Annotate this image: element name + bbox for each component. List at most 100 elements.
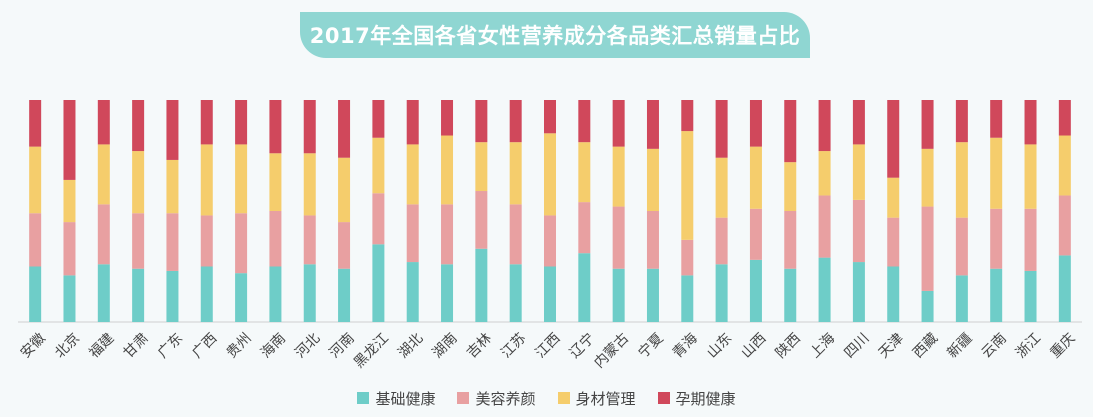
bar-segment-8-1 [303, 215, 316, 265]
bar-segment-12-1 [441, 204, 454, 265]
bar-segment-18-0 [646, 268, 659, 322]
bar-segment-27-0 [955, 275, 968, 322]
bar-segment-10-3 [372, 100, 385, 138]
bar-segment-20-0 [715, 264, 728, 322]
bar-segment-3-1 [132, 213, 145, 269]
bar-segment-27-3 [955, 100, 968, 143]
bar-segment-23-1 [818, 195, 831, 258]
x-tick-label: 天津 [876, 330, 907, 361]
chart-title: 2017年全国各省女性营养成分各品类汇总销量占比 [300, 12, 810, 58]
bar-segment-21-1 [749, 208, 762, 260]
x-tick-label: 福建 [86, 330, 117, 361]
bar-segment-9-0 [338, 268, 351, 322]
x-tick-label: 北京 [52, 330, 83, 361]
bar-segment-29-0 [1024, 270, 1037, 322]
bar-segment-25-2 [887, 177, 900, 218]
x-tick-label: 江西 [532, 330, 563, 361]
bar-segment-19-1 [681, 239, 694, 276]
x-tick-label: 云南 [979, 330, 1010, 361]
bar-segment-0-1 [29, 213, 42, 267]
bar-segment-29-3 [1024, 100, 1037, 145]
legend: 基础健康 美容养颜 身材管理 孕期健康 [0, 386, 1093, 410]
x-tick-label: 宁夏 [635, 330, 667, 362]
bar-segment-11-0 [406, 262, 419, 322]
bar-segment-5-3 [200, 100, 213, 145]
bar-segment-8-3 [303, 100, 316, 154]
bar-segment-30-2 [1058, 135, 1071, 196]
x-tick-label: 广西 [189, 330, 220, 361]
x-tick-label: 西藏 [910, 330, 941, 361]
bar-segment-14-1 [509, 204, 522, 265]
bar-segment-15-0 [544, 266, 556, 322]
bar-segment-5-0 [200, 266, 213, 322]
bar-segment-7-1 [269, 211, 282, 267]
bar-segment-11-1 [406, 204, 419, 263]
bar-segment-30-0 [1058, 255, 1071, 322]
bar-segment-13-2 [475, 142, 488, 192]
bar-segment-4-2 [166, 159, 179, 214]
bar-segment-24-2 [852, 144, 865, 200]
bar-segment-12-3 [441, 100, 454, 136]
bar-segment-23-2 [818, 151, 831, 196]
bar-segment-24-1 [852, 199, 865, 263]
bar-segment-3-0 [132, 268, 145, 322]
bar-segment-13-3 [475, 100, 488, 143]
legend-swatch [457, 392, 470, 404]
bar-segment-6-2 [235, 144, 248, 214]
bar-segment-3-3 [132, 100, 145, 152]
bar-segment-1-1 [63, 222, 76, 276]
bar-segment-21-0 [749, 259, 762, 322]
bar-segment-19-2 [681, 131, 694, 240]
bar-segment-30-3 [1058, 100, 1071, 136]
bar-segment-12-2 [441, 135, 454, 205]
bar-segment-2-0 [97, 264, 110, 322]
bar-segment-20-1 [715, 217, 728, 265]
x-tick-label: 重庆 [1047, 330, 1078, 361]
bar-segment-16-0 [578, 253, 591, 322]
bar-segment-21-2 [749, 146, 762, 209]
bar-segment-17-0 [612, 268, 625, 322]
bar-segment-0-0 [29, 266, 42, 322]
bar-segment-1-2 [63, 179, 76, 223]
x-tick-label: 山西 [738, 330, 769, 361]
bar-segment-30-1 [1058, 195, 1071, 256]
x-tick-label: 安徽 [18, 330, 49, 361]
bar-segment-4-1 [166, 213, 179, 271]
legend-swatch [657, 392, 670, 404]
x-tick-label: 内蒙古 [591, 330, 632, 371]
bar-segment-17-2 [612, 146, 625, 207]
bar-segment-17-3 [612, 100, 625, 147]
legend-label: 身材管理 [575, 389, 636, 408]
x-tick-label: 海南 [258, 330, 289, 361]
bar-segment-27-2 [955, 142, 968, 218]
x-tick-label: 湖北 [395, 330, 426, 361]
legend-label: 基础健康 [375, 389, 436, 408]
bar-segment-15-1 [544, 215, 556, 267]
x-tick-label: 青海 [670, 330, 701, 361]
x-tick-label: 陕西 [773, 330, 804, 361]
bar-segment-6-1 [235, 213, 248, 274]
x-tick-label: 上海 [807, 330, 838, 361]
bar-segment-14-3 [509, 100, 522, 143]
bar-segment-5-1 [200, 215, 213, 267]
x-tick-label: 贵州 [224, 330, 255, 361]
bar-segment-19-3 [681, 100, 694, 132]
bar-segment-7-3 [269, 100, 282, 154]
bar-segment-29-2 [1024, 144, 1037, 209]
legend-swatch [357, 392, 370, 404]
x-tick-label: 湖南 [430, 330, 461, 361]
x-tick-label: 江苏 [498, 330, 529, 361]
bar-segment-29-1 [1024, 208, 1037, 271]
bar-segment-6-0 [235, 273, 248, 322]
bar-segment-1-3 [63, 100, 76, 180]
bar-segment-22-3 [784, 100, 797, 163]
bar-segment-0-2 [29, 146, 42, 214]
bar-segment-25-0 [887, 266, 900, 322]
bar-segment-26-1 [921, 206, 934, 291]
legend-item-2: 身材管理 [557, 388, 636, 409]
bar-segment-13-0 [475, 248, 488, 322]
x-tick-label: 广东 [155, 330, 186, 361]
x-tick-label: 黑龙江 [351, 330, 392, 371]
x-tick-label: 甘肃 [121, 330, 152, 361]
